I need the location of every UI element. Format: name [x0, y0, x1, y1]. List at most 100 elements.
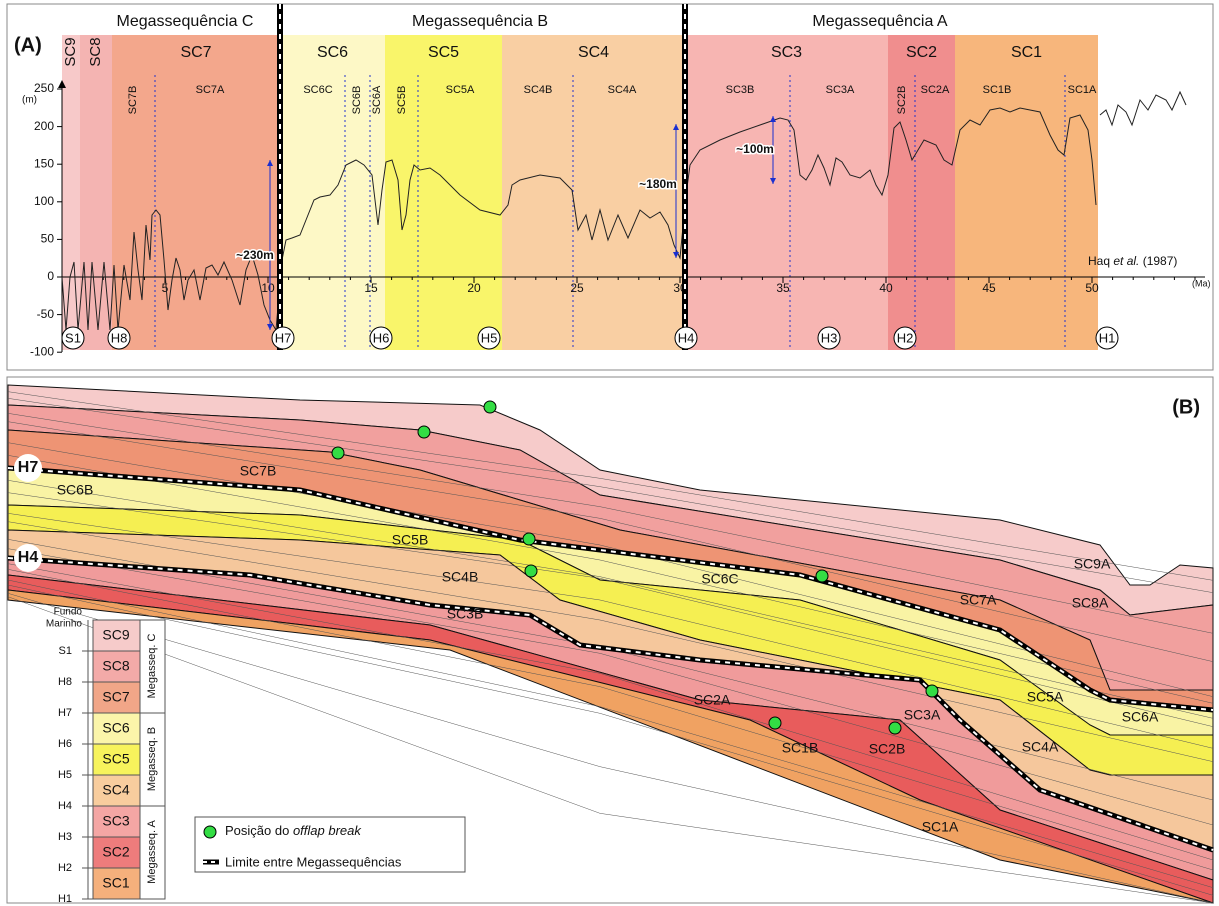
column-surface: H1 [58, 893, 72, 905]
unit-label: SC7A [960, 592, 997, 608]
internal-reflector [7, 579, 1214, 888]
subsequence-label: SC1B [983, 84, 1012, 96]
unit-label: SC8A [1072, 595, 1109, 611]
subsequence-label: SC4A [608, 84, 637, 96]
x-tick-label: 15 [364, 281, 378, 295]
column-megasequence-label: Megasseq. A [146, 820, 158, 884]
column-surface: H2 [58, 862, 72, 874]
column-unit-label: SC4 [102, 782, 129, 798]
internal-reflector [7, 513, 1214, 749]
horizon-label: H3 [821, 330, 838, 345]
x-tick-label: 40 [879, 281, 893, 295]
y-tick-label: 250 [34, 81, 54, 95]
horizon-marker [369, 326, 393, 350]
sequence-label: SC8 [87, 37, 104, 66]
sequence-zone [385, 35, 502, 350]
internal-reflector [7, 521, 1214, 762]
internal-reflector [7, 492, 1214, 727]
panel-label: (A) [14, 34, 42, 56]
x-tick-label: 50 [1085, 281, 1099, 295]
horizon-marker [61, 326, 85, 350]
x-tick-label: 25 [570, 281, 584, 295]
unit-label: SC3B [447, 606, 484, 622]
offlap-break [888, 721, 902, 735]
horizon-label: H6 [373, 330, 390, 345]
offlap-break [768, 716, 782, 730]
panel-b: H7 H4 (B) SC7B SC6B SC5B SC4B SC3B SC6C SC7A SC9A S… [7, 384, 1214, 905]
column-surface: H7 [58, 707, 72, 719]
sequence-label: SC7 [180, 44, 211, 61]
subsequence-label: SC7B [127, 86, 139, 115]
megasequence-label: Megassequência B [412, 13, 548, 30]
column-unit [92, 650, 141, 683]
horizon-label: H2 [897, 330, 914, 345]
y-unit: (m) [22, 95, 37, 106]
internal-reflector [7, 548, 1214, 826]
internal-reflector [7, 480, 1214, 719]
legend-text: Limite entre Megassequências [225, 854, 402, 869]
reference-text: et al. [1113, 254, 1139, 268]
subsequence-label: SC5B [396, 86, 408, 115]
subsequence-label: SC6B [351, 86, 363, 115]
unit-label: SC6A [1122, 709, 1159, 725]
sequence-label: SC1 [1011, 44, 1042, 61]
y-tick-label: -100 [30, 344, 54, 358]
horizon-label: H7 [18, 459, 39, 476]
reference: Haq et al. (1987) [1088, 254, 1177, 268]
sequence-label: SC2 [906, 44, 937, 61]
sequence-zone [502, 35, 685, 350]
megasequence-label: Megassequência C [117, 13, 254, 30]
column-unit-label: SC8 [102, 658, 129, 674]
sequence-zone [888, 35, 955, 350]
internal-reflector [7, 584, 1214, 896]
panel-label: (B) [1172, 396, 1200, 418]
column-unit-label: SC7 [102, 689, 129, 705]
horizon-marker [1095, 326, 1119, 350]
horizon-label: H8 [111, 330, 128, 345]
unit-label: SC6C [701, 571, 738, 587]
column-megasequence [139, 619, 166, 714]
column-unit-label: SC5 [102, 751, 129, 767]
sea-level-curve [1099, 90, 1187, 127]
horizon-marker [271, 326, 295, 350]
unit-label: SC1B [782, 740, 819, 756]
subsequence-label: SC1A [1068, 84, 1097, 96]
sequence-label: SC5 [428, 44, 459, 61]
internal-reflector [7, 421, 1214, 662]
y-tick-label: 150 [34, 156, 54, 170]
offlap-break [815, 569, 829, 583]
internal-reflector [7, 563, 1214, 861]
sequence-label: SC4 [578, 44, 609, 61]
subsequence-label: SC7A [196, 84, 225, 96]
y-axis-arrow [58, 80, 66, 88]
column-surface: H5 [58, 769, 72, 781]
column-megasequence [139, 712, 166, 807]
sequence-label: SC9 [62, 37, 79, 66]
internal-reflector [7, 398, 1214, 593]
sequence-label: SC6 [317, 44, 348, 61]
horizon-label: H1 [1099, 330, 1116, 345]
legend-box [194, 816, 466, 873]
unit-label: SC6B [57, 482, 94, 498]
subsequence-label: SC6C [303, 84, 332, 96]
horizon-marker [674, 326, 698, 350]
sequence-zone [62, 35, 80, 350]
column-unit-label: SC2 [102, 844, 129, 860]
column-surface: Marinho [46, 619, 83, 630]
sequence-zone [685, 35, 888, 350]
unit-label: SC5A [1027, 689, 1064, 705]
megasequence-boundary-dash [7, 467, 1214, 711]
amplitude-label: ~100m [736, 142, 774, 156]
column-surface: H8 [58, 676, 72, 688]
column-surface: H6 [58, 738, 72, 750]
unit-label: SC2A [694, 692, 731, 708]
offlap-break [925, 684, 939, 698]
amplitude-label: ~180m [639, 177, 677, 191]
unit-label: SC5B [392, 532, 429, 548]
offlap-break [417, 425, 431, 439]
offlap-break [524, 564, 538, 578]
internal-reflector [7, 569, 1214, 871]
offlap-break [522, 532, 536, 546]
x-tick-label: 35 [776, 281, 790, 295]
unit-label: SC4A [1022, 739, 1059, 755]
